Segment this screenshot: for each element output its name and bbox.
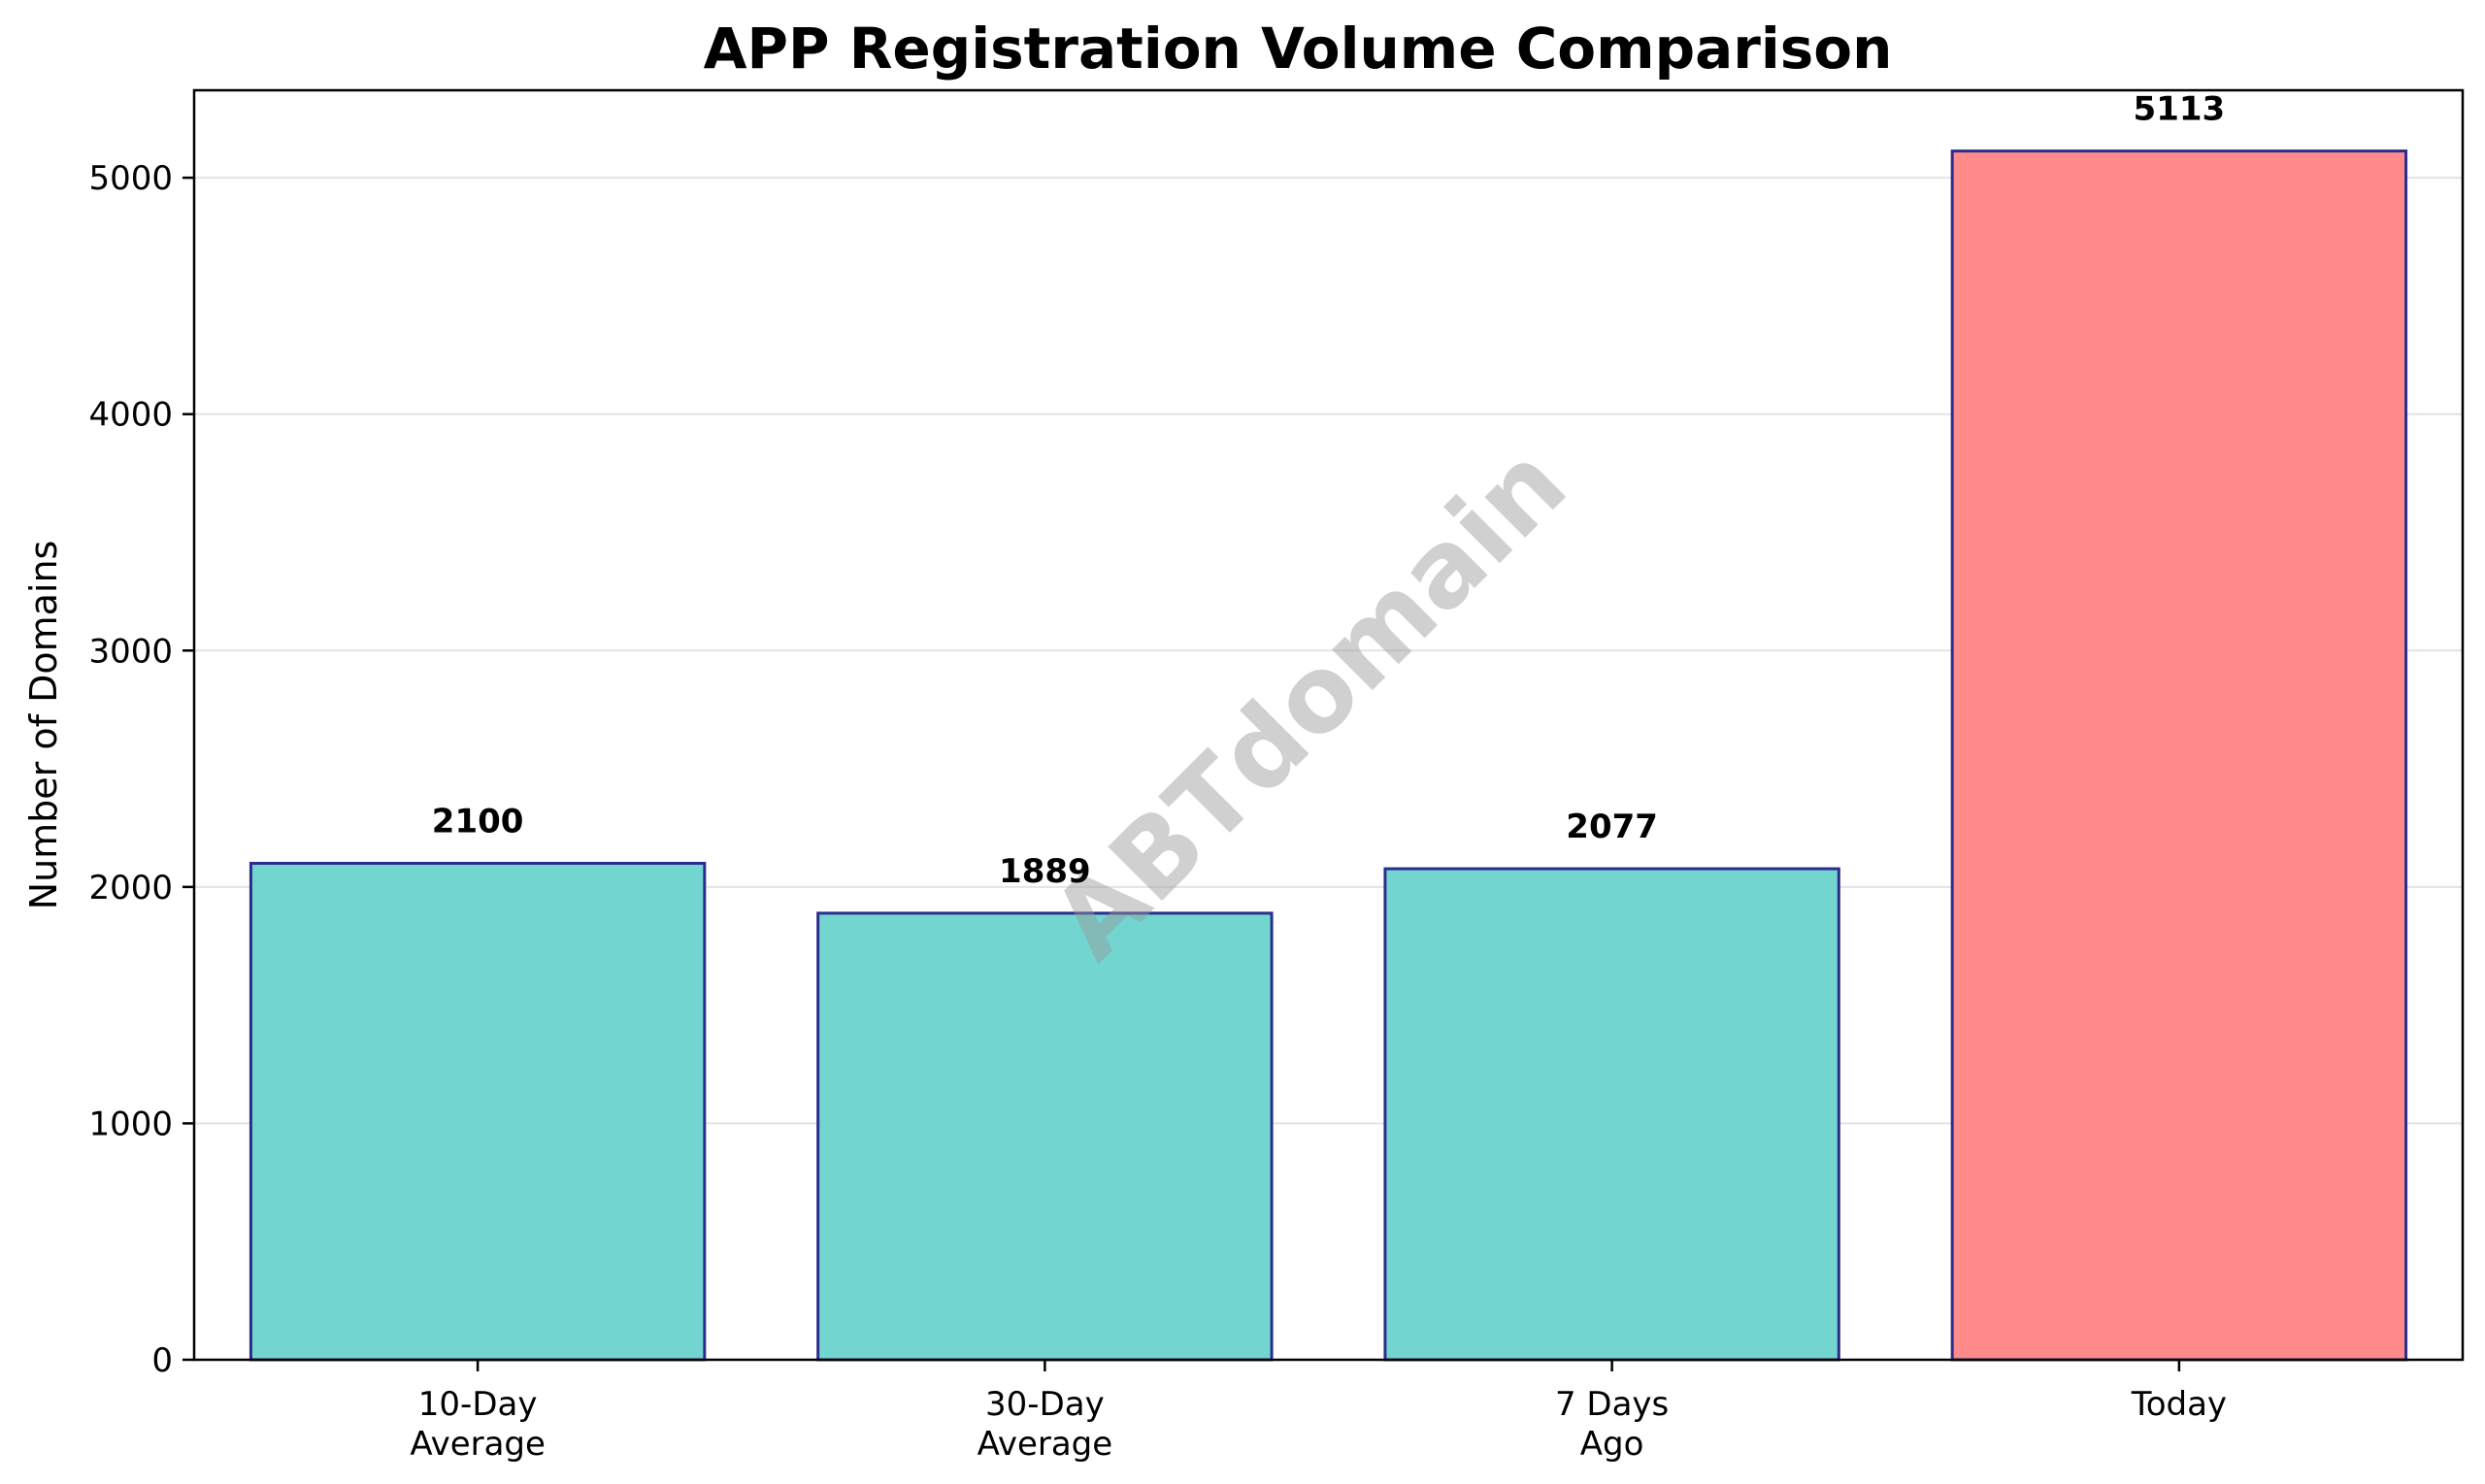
value-label-4: 5113 bbox=[2134, 90, 2226, 129]
x-tick-label: Today bbox=[2131, 1385, 2227, 1424]
x-tick-label: 30-Day bbox=[985, 1385, 1105, 1424]
y-tick-label: 2000 bbox=[88, 869, 173, 907]
bars bbox=[248, 149, 2408, 1362]
y-tick-label: 3000 bbox=[88, 632, 173, 671]
value-label-3: 2077 bbox=[1566, 808, 1658, 846]
x-tick-label: Average bbox=[410, 1425, 546, 1464]
y-tick-label: 1000 bbox=[88, 1105, 173, 1143]
value-label-1: 2100 bbox=[432, 802, 524, 841]
y-tick-label: 5000 bbox=[88, 159, 173, 198]
y-tick-label: 4000 bbox=[88, 396, 173, 435]
chart-title: APP Registration Volume Comparison bbox=[704, 16, 1893, 82]
x-tick-label: Average bbox=[977, 1425, 1113, 1464]
value-labels: 2100 1889 2077 5113 bbox=[432, 90, 2225, 891]
x-tick-label: 7 Days bbox=[1555, 1385, 1669, 1424]
bar-3 bbox=[1383, 867, 1840, 1362]
bar-1 bbox=[248, 861, 707, 1362]
plot-frame bbox=[192, 88, 2465, 1362]
x-tick-label: Ago bbox=[1580, 1425, 1644, 1464]
y-axis-ticks: 0 1000 2000 3000 4000 5000 bbox=[88, 159, 194, 1380]
x-tick-label: 10-Day bbox=[418, 1385, 538, 1424]
bar-2 bbox=[816, 911, 1274, 1362]
y-tick-label: 0 bbox=[151, 1341, 173, 1380]
value-label-2: 1889 bbox=[999, 852, 1091, 891]
bar-4 bbox=[1950, 149, 2408, 1362]
y-axis-label: Number of Domains bbox=[22, 541, 65, 910]
